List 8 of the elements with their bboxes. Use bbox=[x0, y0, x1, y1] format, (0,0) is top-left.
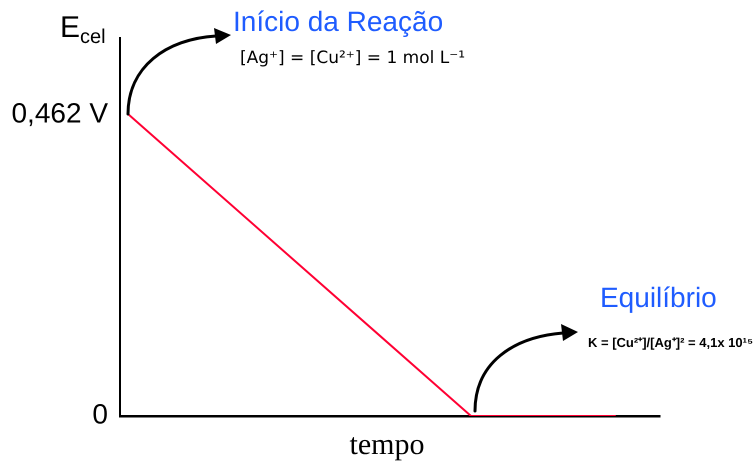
x-axis-title: tempo bbox=[350, 428, 424, 462]
y-tick-label: 0 bbox=[92, 398, 108, 430]
annotation: Equilíbrio bbox=[600, 282, 717, 313]
y-axis-title: E$_{cel}$ bbox=[60, 11, 106, 48]
y-tick-label: 0,462 V bbox=[11, 98, 108, 129]
annotation: K = [Cu²⁺]/[Ag⁺]² = 4,1x 10¹⁵ bbox=[588, 335, 754, 350]
text: Início da Reação bbox=[233, 6, 444, 37]
annotation: [Ag⁺] = [Cu²⁺] = 1 mol L⁻¹ bbox=[240, 48, 466, 68]
